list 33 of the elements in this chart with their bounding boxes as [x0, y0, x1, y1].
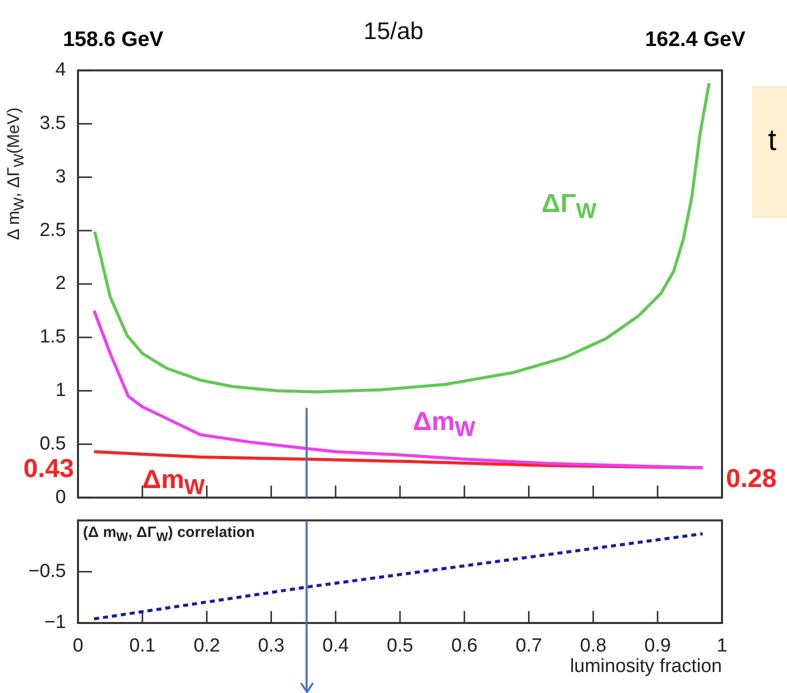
x-tick-label: 0.1 [129, 636, 156, 657]
text: 162.4 GeV [645, 28, 746, 52]
y-tick-label: 0.5 [40, 433, 66, 454]
data-label: 0.28 [726, 462, 777, 493]
y-tick-label: 0 [55, 486, 66, 508]
x-tick-label: 0.8 [580, 636, 606, 657]
y-tick-label: 1 [55, 380, 66, 402]
text: t [768, 124, 776, 158]
x-tick-label: 0.3 [258, 636, 284, 657]
x-tick-label: 0 [72, 636, 84, 657]
text: 158.6 GeV [63, 28, 164, 52]
y-tick-label: 4 [55, 60, 66, 81]
x-tick-label: 0.4 [322, 636, 350, 657]
y-tick-label: −0.5 [28, 560, 66, 582]
x-tick-label: 0.2 [194, 636, 220, 657]
x-tick-label: 0.7 [516, 636, 542, 657]
chart-title: 15/ab [363, 18, 424, 45]
y-tick-label: 3 [55, 166, 66, 188]
y-tick-label: 2 [55, 273, 66, 294]
annotation: (Δ m$_{W}$, ΔΓ$_{W}$) correlation [83, 524, 255, 544]
x-tick-label: 1 [716, 636, 728, 657]
data-label: 0.43 [23, 452, 74, 483]
y-tick-label: −1 [44, 612, 66, 634]
x-tick-label: 0.6 [451, 636, 478, 657]
y-tick-label: 3.5 [40, 113, 66, 134]
series-label: Δm$_{W}$ [412, 406, 476, 444]
text: ΔΓ$_{W}$ [542, 188, 596, 226]
x-tick-label: 0.5 [386, 636, 414, 657]
x-axis-title: luminosity fraction [570, 656, 722, 677]
x-tick-label: 0.9 [644, 636, 671, 657]
y-tick-label: 2.5 [40, 220, 66, 241]
y-tick-label: 1.5 [40, 326, 66, 348]
series-label: Δm$_{W}$ [142, 464, 205, 502]
